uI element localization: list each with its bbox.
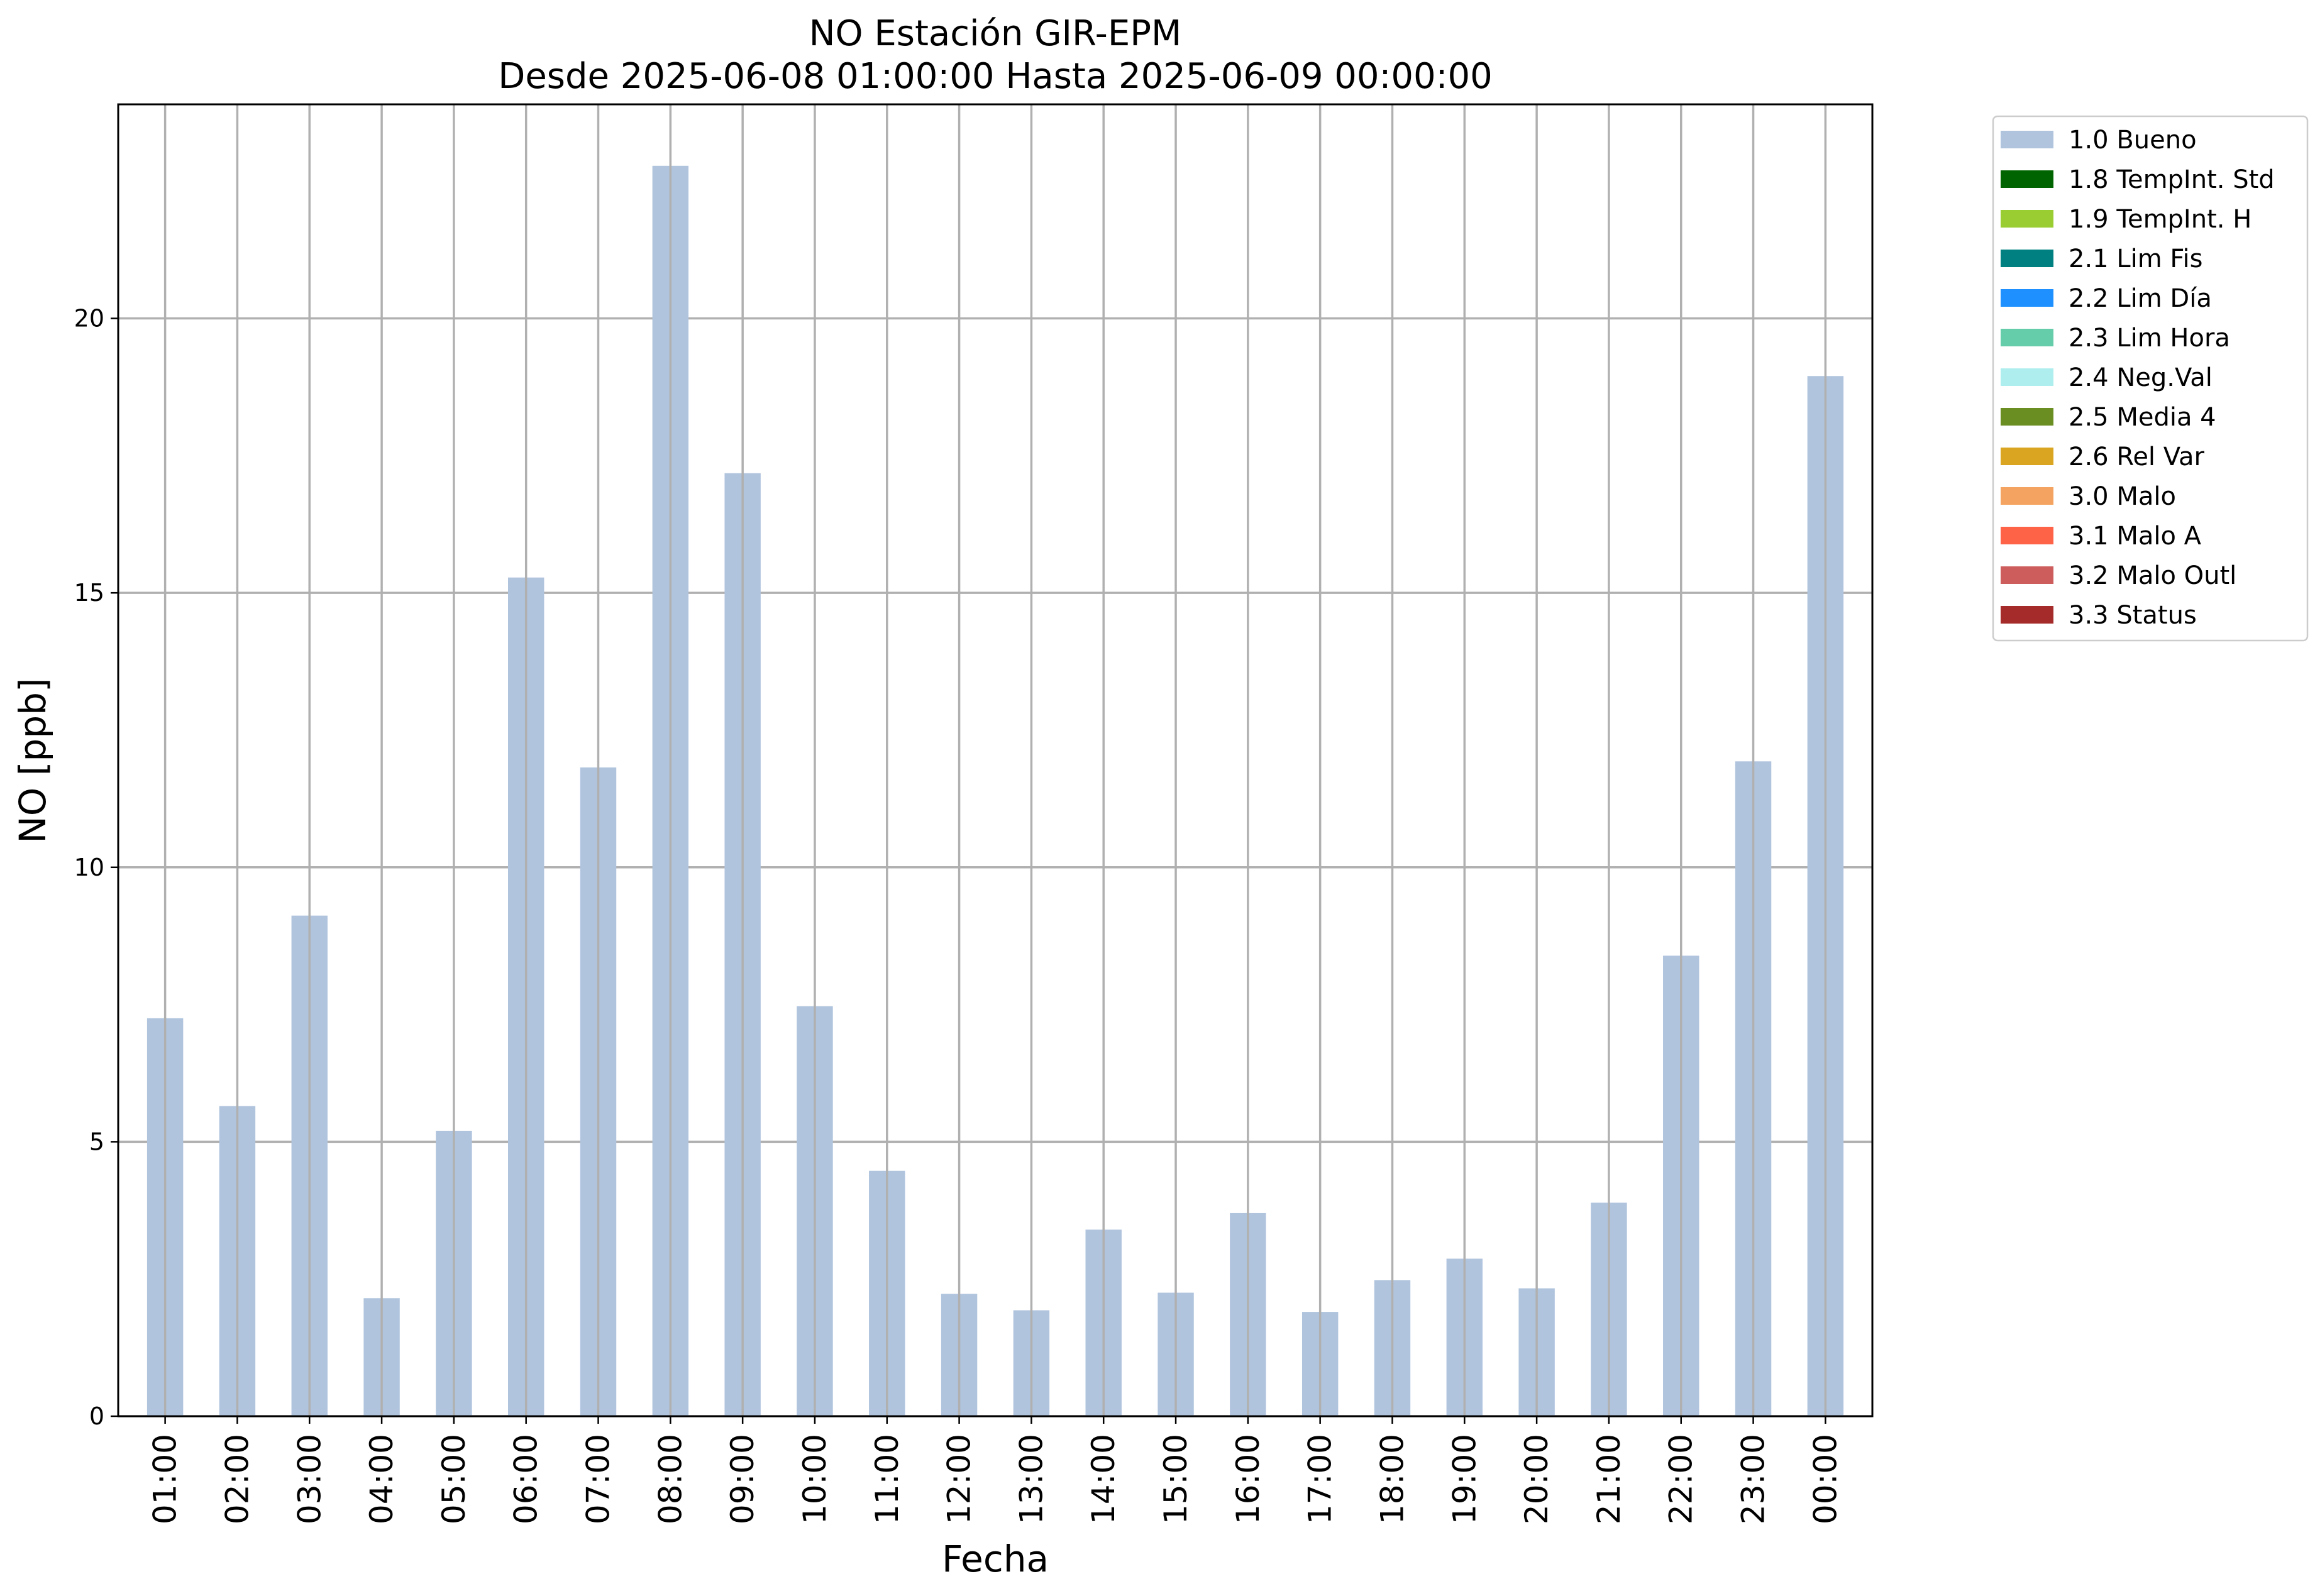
x-tick-label: 05:00 [436, 1434, 472, 1524]
x-tick-label: 19:00 [1446, 1434, 1483, 1524]
bar-series [146, 165, 1844, 1417]
x-tick-label: 10:00 [797, 1434, 833, 1524]
y-tick-label: 20 [74, 305, 104, 333]
legend-label: 1.8 TempInt. Std [2069, 165, 2275, 194]
legend-label: 2.4 Neg.Val [2069, 363, 2213, 392]
legend-label: 2.2 Lim Día [2069, 284, 2212, 313]
x-tick-label: 03:00 [291, 1434, 328, 1524]
legend-label: 3.0 Malo [2069, 482, 2176, 511]
legend-swatch [2001, 408, 2053, 426]
x-tick-label: 01:00 [147, 1434, 184, 1524]
legend-label: 3.2 Malo Outl [2069, 561, 2236, 590]
x-tick-label: 16:00 [1230, 1434, 1266, 1524]
legend-swatch [2001, 487, 2053, 505]
legend-swatch [2001, 606, 2053, 624]
legend-swatch [2001, 170, 2053, 188]
legend-label: 3.3 Status [2069, 601, 2197, 630]
x-tick-label: 23:00 [1735, 1434, 1772, 1524]
legend-label: 2.5 Media 4 [2069, 403, 2216, 432]
y-tick-label: 5 [89, 1128, 104, 1155]
legend-swatch [2001, 448, 2053, 465]
legend-swatch [2001, 289, 2053, 307]
legend-swatch [2001, 131, 2053, 148]
x-tick-label: 17:00 [1302, 1434, 1339, 1524]
legend-swatch [2001, 368, 2053, 386]
y-tick-label: 15 [74, 579, 104, 607]
chart-title: NO Estación GIR-EPM [809, 13, 1182, 54]
legend-label: 3.1 Malo A [2069, 522, 2202, 551]
x-tick-label: 22:00 [1663, 1434, 1699, 1524]
x-tick-label: 02:00 [219, 1434, 255, 1524]
x-tick-label: 00:00 [1807, 1434, 1843, 1524]
x-tick-label: 20:00 [1518, 1434, 1555, 1524]
legend-frame [1992, 115, 2309, 642]
x-tick-label: 14:00 [1085, 1434, 1122, 1524]
y-tick-label: 10 [74, 854, 104, 881]
x-axis-label: Fecha [942, 1538, 1049, 1580]
x-tick-label: 07:00 [580, 1434, 617, 1524]
legend-label: 1.0 Bueno [2069, 126, 2197, 155]
x-tick-label: 11:00 [869, 1434, 905, 1524]
legend-swatch [2001, 527, 2053, 544]
legend-swatch [2001, 566, 2053, 584]
x-tick-label: 04:00 [363, 1434, 400, 1524]
x-tick-label: 21:00 [1591, 1434, 1627, 1524]
x-tick-label: 18:00 [1374, 1434, 1410, 1524]
y-axis-ticks: 0 5 10 15 20 [74, 305, 118, 1430]
legend: 1.0 Bueno 1.8 TempInt. Std 1.9 TempInt. H 2… [1992, 115, 2309, 642]
y-tick-label: 0 [89, 1402, 104, 1430]
legend-label: 2.6 Rel Var [2069, 443, 2205, 471]
plot-frame [117, 103, 1874, 1417]
legend-label: 2.1 Lim Fis [2069, 245, 2202, 273]
chart-subtitle: Desde 2025-06-08 01:00:00 Hasta 2025-06-… [498, 56, 1493, 97]
y-axis-label: NO [ppb] [11, 678, 54, 843]
x-axis-ticks: 01:00 02:00 03:00 04:00 05:00 06:00 07:00 08:00… [147, 1416, 1843, 1524]
x-tick-label: 13:00 [1013, 1434, 1049, 1524]
x-tick-label: 08:00 [652, 1434, 688, 1524]
x-tick-label: 12:00 [941, 1434, 978, 1524]
legend-swatch [2001, 329, 2053, 346]
x-tick-label: 06:00 [508, 1434, 544, 1524]
vertical-grid-lines [163, 104, 1827, 1416]
legend-swatch [2001, 210, 2053, 228]
legend-swatch [2001, 250, 2053, 267]
legend-label: 1.9 TempInt. H [2069, 205, 2251, 234]
x-tick-label: 15:00 [1158, 1434, 1194, 1524]
legend-label: 2.3 Lim Hora [2069, 324, 2230, 353]
x-tick-label: 09:00 [724, 1434, 761, 1524]
